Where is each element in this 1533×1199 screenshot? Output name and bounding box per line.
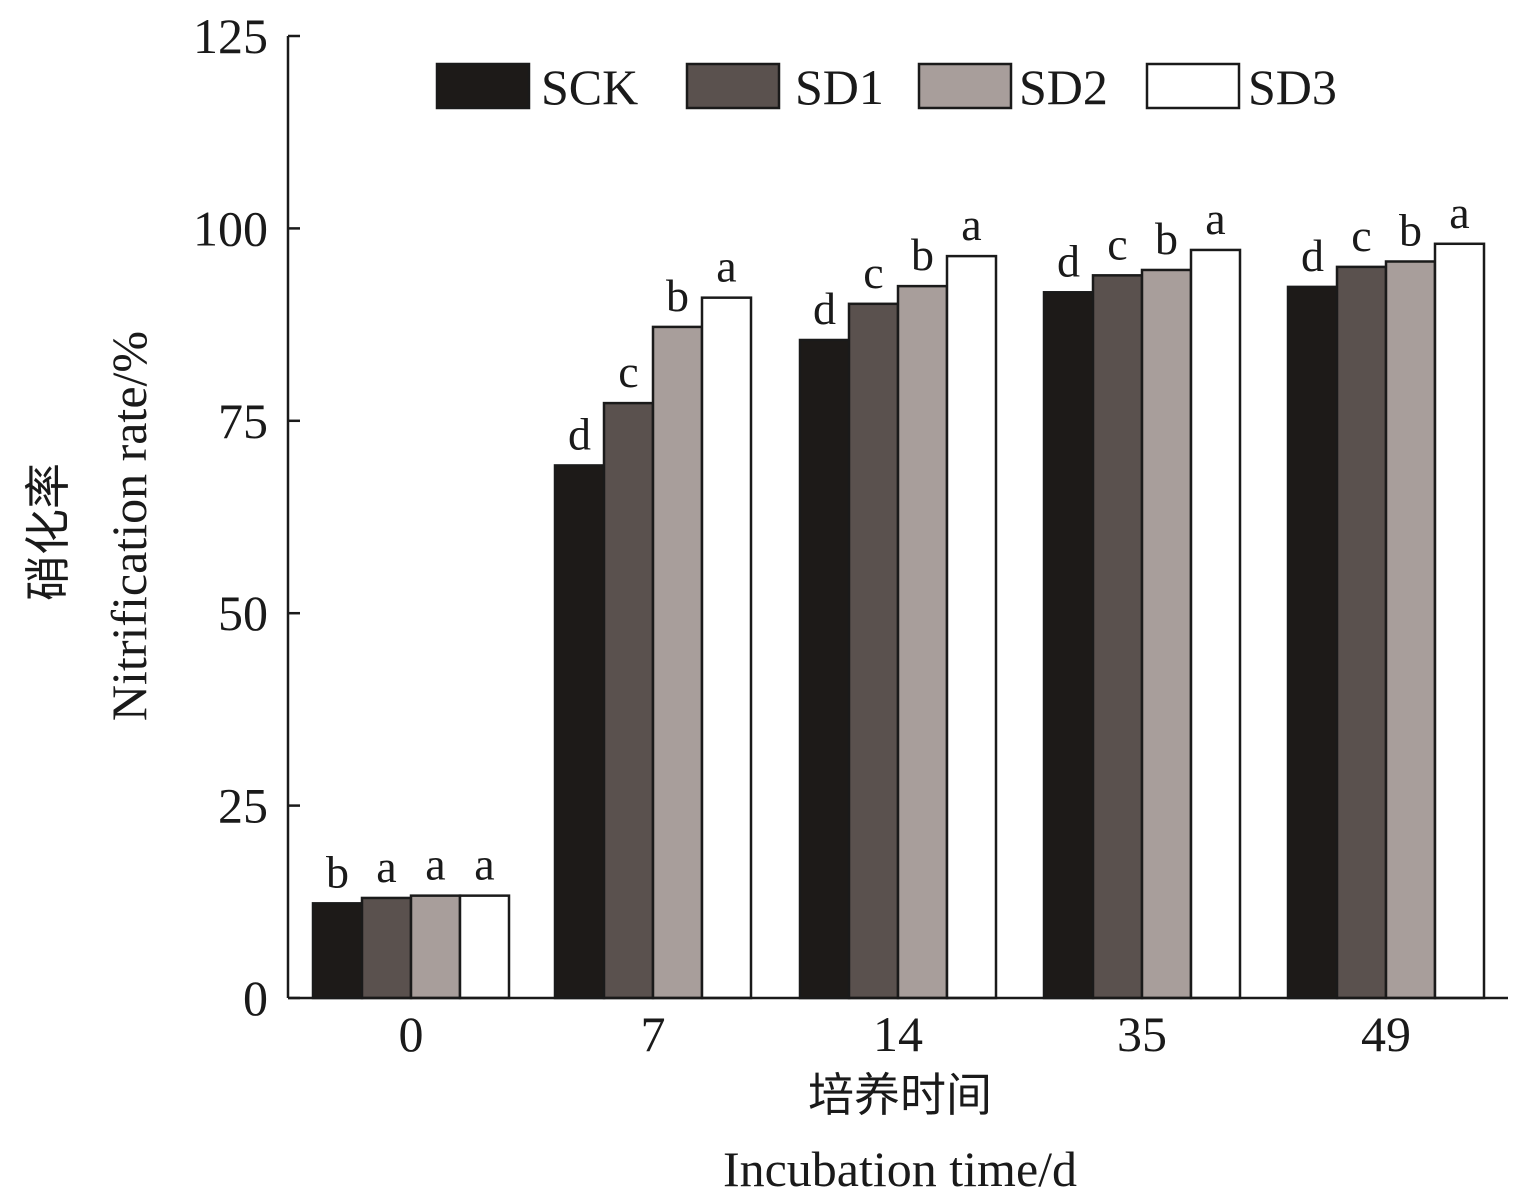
significance-letter: d [813, 283, 836, 334]
bar-sd1-day-14 [847, 302, 900, 1000]
bar-sck-day-7 [553, 464, 606, 1000]
legend-label-sd1: SD1 [795, 59, 884, 115]
significance-letter: b [326, 846, 349, 897]
bar-sd2-day-14 [896, 284, 949, 1000]
x-tick-label: 7 [641, 1006, 666, 1062]
significance-letter: a [474, 839, 494, 890]
legend-label-sd2: SD2 [1019, 59, 1108, 115]
x-tick-label: 14 [873, 1006, 923, 1062]
y-tick-label: 25 [218, 778, 268, 834]
x-axis-ticks: 0 7 14 35 49 [399, 1006, 1412, 1062]
x-tick-label: 0 [399, 1006, 424, 1062]
bar-sd1-day-7 [602, 401, 655, 1000]
significance-letter: b [666, 270, 689, 321]
bar-sd2-day-49 [1384, 260, 1437, 1000]
y-tick-label: 100 [193, 200, 268, 256]
significance-letter: d [1301, 230, 1324, 281]
significance-letter: a [425, 839, 445, 890]
significance-letter: d [1057, 235, 1080, 286]
legend-swatch-sck [435, 62, 531, 110]
bar-sd1-day-0 [360, 896, 413, 1000]
bars-layer [311, 242, 1486, 1000]
axes [286, 36, 1508, 1000]
significance-letter: c [863, 247, 883, 298]
bar-sd3-day-49 [1433, 242, 1486, 1000]
y-tick-label: 0 [243, 970, 268, 1026]
significance-letter: c [1107, 218, 1127, 269]
bar-sd2-day-0 [409, 894, 462, 1000]
significance-letter: a [716, 241, 736, 292]
bar-sd2-day-35 [1140, 268, 1193, 1000]
bar-sck-day-49 [1286, 285, 1339, 1000]
significance-letter: a [1205, 193, 1225, 244]
significance-letter: d [568, 408, 591, 459]
bar-sd3-day-35 [1189, 248, 1242, 1000]
y-tick-label: 125 [193, 8, 268, 64]
significance-letter: c [618, 346, 638, 397]
significance-letter: a [961, 199, 981, 250]
x-tick-label: 49 [1361, 1006, 1411, 1062]
y-tick-label: 50 [218, 585, 268, 641]
y-axis-ticks: 0 25 50 75 100 125 [193, 8, 300, 1026]
legend-swatch-sd3 [1145, 62, 1241, 110]
legend-swatch-sd1 [685, 62, 781, 110]
legend-label-sck: SCK [541, 59, 638, 115]
bar-sd3-day-0 [458, 894, 511, 1000]
significance-letter: b [1399, 204, 1422, 255]
bar-sd1-day-35 [1091, 274, 1144, 1000]
legend-label-sd3: SD3 [1248, 59, 1337, 115]
significance-letter: b [1155, 213, 1178, 264]
y-tick-label: 75 [218, 393, 268, 449]
bar-sd3-day-7 [700, 296, 753, 1000]
bar-sck-day-35 [1042, 291, 1095, 1000]
bar-sd3-day-14 [945, 254, 998, 1000]
bar-sck-day-14 [798, 338, 851, 1000]
x-axis-title-chinese: 培养时间 [808, 1068, 992, 1122]
significance-letter: a [1449, 187, 1469, 238]
x-axis-title-english: Incubation time/d [723, 1141, 1077, 1197]
x-tick-label: 35 [1117, 1006, 1167, 1062]
bar-sck-day-0 [311, 902, 364, 1000]
significance-letter: c [1351, 210, 1371, 261]
significance-letter: b [911, 229, 934, 280]
legend-swatch-sd2 [917, 62, 1013, 110]
y-axis-title-english: Nitrification rate/% [101, 331, 157, 721]
y-axis-title-chinese: 硝化率 [21, 463, 75, 601]
bar-sd2-day-7 [651, 325, 704, 1000]
legend: SCK SD1 SD2 SD3 [435, 59, 1337, 115]
bar-sd1-day-49 [1335, 265, 1388, 1000]
significance-letter: a [376, 841, 396, 892]
